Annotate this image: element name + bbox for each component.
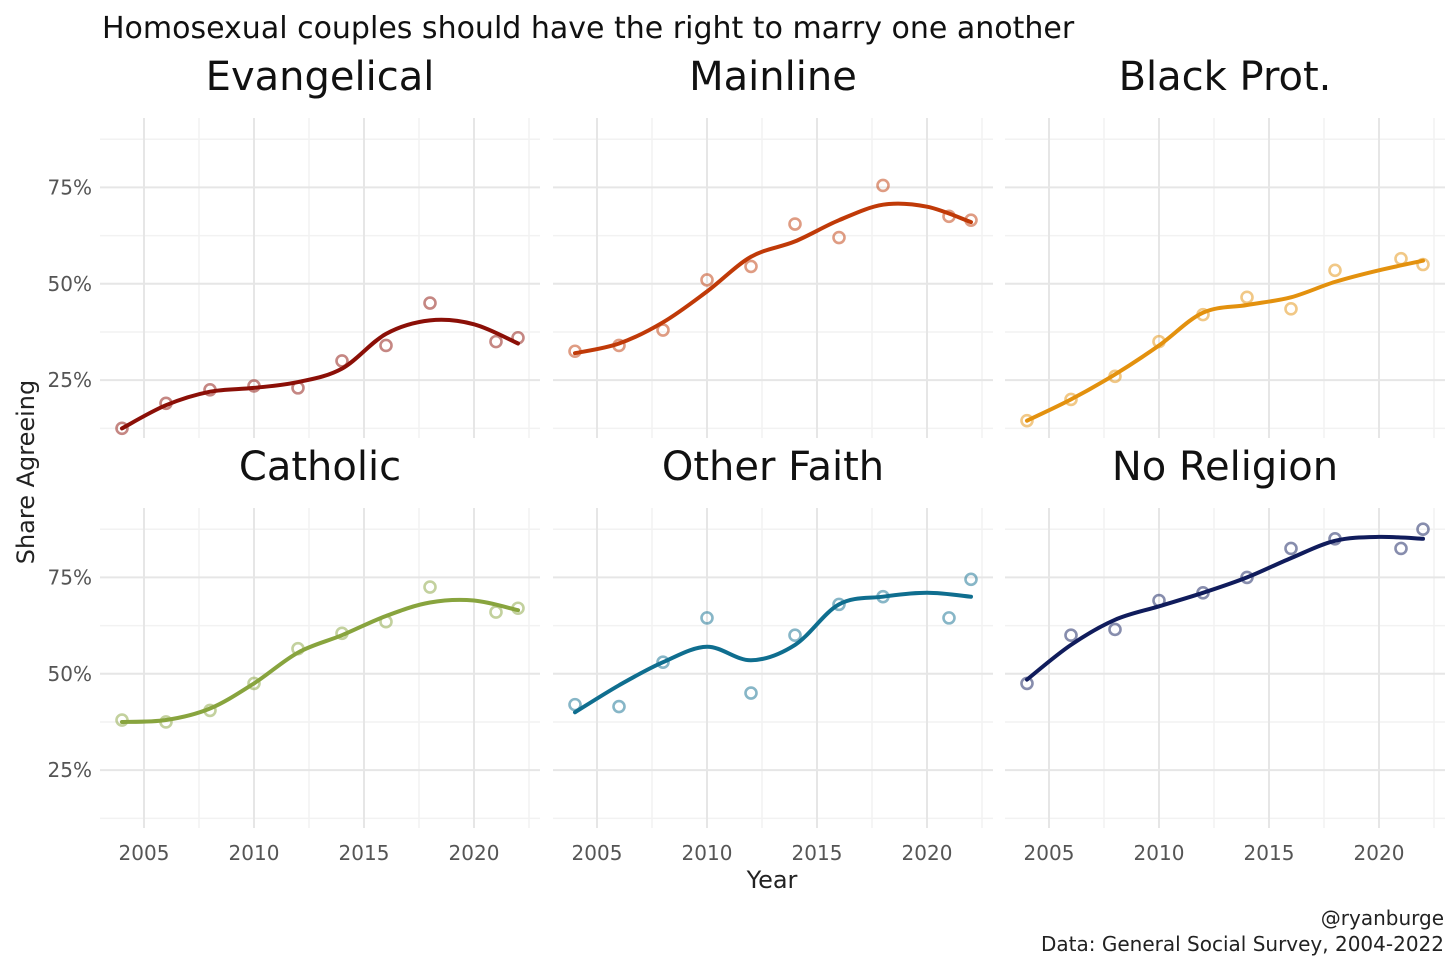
data-point xyxy=(379,338,393,353)
data-point xyxy=(423,580,437,594)
data-point xyxy=(700,611,714,625)
data-point xyxy=(247,676,261,691)
data-point xyxy=(964,572,978,587)
data-point xyxy=(1394,541,1408,556)
data-point xyxy=(788,628,802,643)
x-tick-label: 2010 xyxy=(1134,841,1185,865)
panel-black-prot: Black Prot. xyxy=(1005,54,1445,438)
panel-no-religion: No Religion 2005 2010 2015 2020 xyxy=(1005,444,1445,865)
data-point xyxy=(612,699,626,714)
y-axis-label: Share Agreeing xyxy=(12,380,40,565)
data-point xyxy=(1108,622,1122,637)
panel-title-evangelical: Evangelical xyxy=(206,54,435,100)
facet-panels: Evangelical 25% 50% 75% Mainline Black Prot. C… xyxy=(48,54,1445,865)
data-point xyxy=(656,655,670,670)
x-tick-label: 2020 xyxy=(1354,841,1405,865)
data-point xyxy=(489,334,503,349)
data-point xyxy=(1064,392,1078,407)
data-point xyxy=(832,597,846,612)
data-point xyxy=(115,421,129,436)
data-point xyxy=(1416,522,1430,537)
data-point xyxy=(423,296,437,310)
data-point xyxy=(1064,628,1078,643)
panel-title-no-religion: No Religion xyxy=(1112,444,1338,490)
trend-line-catholic xyxy=(120,597,520,724)
y-tick-label: 75% xyxy=(48,175,92,199)
x-tick-label: 2015 xyxy=(792,841,843,865)
y-tick-label: 25% xyxy=(48,758,92,782)
x-tick-label: 2005 xyxy=(119,841,170,865)
data-point xyxy=(744,686,758,700)
panel-title-other-faith: Other Faith xyxy=(662,444,884,490)
chart-title: Homosexual couples should have the right… xyxy=(102,11,1075,46)
trend-line-evangelical xyxy=(120,317,520,431)
x-tick-label: 2015 xyxy=(339,841,390,865)
data-point xyxy=(1284,302,1298,316)
trend-line-black-prot xyxy=(1025,258,1425,423)
panel-title-black-prot: Black Prot. xyxy=(1119,54,1332,100)
y-tick-label: 75% xyxy=(48,565,92,589)
data-point xyxy=(744,259,758,274)
panel-evangelical: Evangelical 25% 50% 75% xyxy=(48,54,540,438)
trend-line-mainline xyxy=(573,201,973,356)
panel-title-catholic: Catholic xyxy=(239,444,401,490)
y-tick-label: 25% xyxy=(48,368,92,392)
y-tick-label: 50% xyxy=(48,272,92,296)
y-tick-label: 50% xyxy=(48,662,92,686)
x-tick-label: 2020 xyxy=(902,841,953,865)
data-point xyxy=(788,217,802,231)
data-point xyxy=(1284,541,1298,556)
x-axis-label: Year xyxy=(746,866,798,894)
trend-line-no-religion xyxy=(1025,534,1425,682)
data-point xyxy=(489,605,503,619)
data-point xyxy=(1020,413,1034,428)
panel-other-faith: Other Faith 2005 2010 2015 2020 xyxy=(553,444,993,865)
panel-mainline: Mainline xyxy=(553,54,993,438)
x-tick-label: 2010 xyxy=(229,841,280,865)
data-point xyxy=(942,611,956,625)
trend-line-other-faith xyxy=(573,590,973,715)
x-tick-label: 2020 xyxy=(449,841,500,865)
data-point xyxy=(1240,290,1254,305)
x-tick-label: 2010 xyxy=(682,841,733,865)
data-point xyxy=(832,230,846,245)
panel-catholic: Catholic 25% 50% 75% 2005 2010 2015 2020 xyxy=(48,444,540,865)
x-tick-label: 2005 xyxy=(1024,841,1075,865)
caption-source: Data: General Social Survey, 2004-2022 xyxy=(1041,932,1444,956)
caption-handle: @ryanburge xyxy=(1321,906,1444,930)
panel-title-mainline: Mainline xyxy=(689,54,857,100)
x-tick-label: 2005 xyxy=(572,841,623,865)
data-point xyxy=(700,273,714,287)
data-point xyxy=(876,178,890,193)
data-point xyxy=(1328,263,1342,278)
x-tick-label: 2015 xyxy=(1244,841,1295,865)
